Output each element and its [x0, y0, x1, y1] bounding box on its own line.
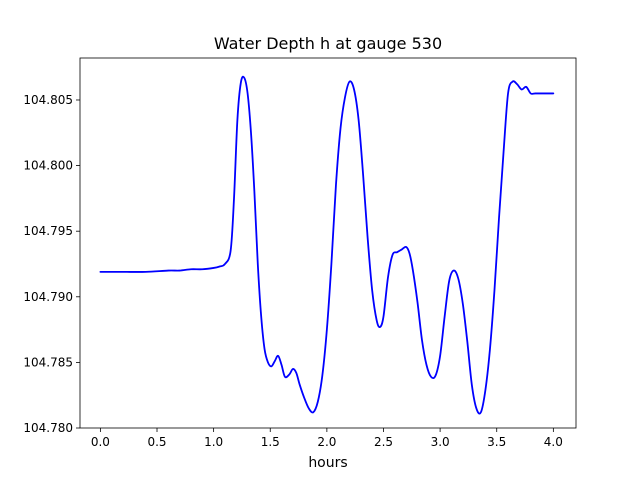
y-tick-label: 104.790 — [23, 290, 73, 304]
y-tick-label: 104.795 — [23, 224, 73, 238]
x-tick-label: 3.5 — [487, 435, 506, 449]
x-tick-label: 4.0 — [544, 435, 563, 449]
x-axis-label: hours — [308, 455, 347, 471]
x-tick-label: 1.0 — [204, 435, 223, 449]
y-tick-label: 104.785 — [23, 355, 73, 369]
y-tick-label: 104.780 — [23, 421, 73, 435]
x-tick-label: 2.5 — [374, 435, 393, 449]
x-axis-ticks: 0.0 0.5 1.0 1.5 2.0 2.5 3.0 3.5 4.0 — [91, 428, 563, 449]
y-tick-label: 104.805 — [23, 93, 73, 107]
y-tick-label: 104.800 — [23, 159, 73, 173]
y-axis-ticks: 104.780 104.785 104.790 104.795 104.800 104.8… — [23, 93, 80, 435]
plot-area — [99, 75, 555, 415]
axes-frame — [79, 57, 577, 429]
x-tick-label: 3.0 — [431, 435, 450, 449]
x-tick-label: 1.5 — [261, 435, 280, 449]
chart-title: Water Depth h at gauge 530 — [214, 34, 442, 53]
series-line-water-depth — [99, 75, 555, 415]
x-tick-label: 2.0 — [317, 435, 336, 449]
x-tick-label: 0.0 — [91, 435, 110, 449]
x-tick-label: 0.5 — [147, 435, 166, 449]
